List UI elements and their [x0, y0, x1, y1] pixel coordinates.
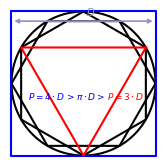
Text: D: D	[87, 8, 95, 18]
Text: $P = 4 \cdot D$: $P = 4 \cdot D$	[28, 91, 65, 102]
Text: $> \pi \cdot D >$: $> \pi \cdot D >$	[65, 91, 105, 102]
Text: $P = 3 \cdot D$: $P = 3 \cdot D$	[107, 91, 144, 102]
